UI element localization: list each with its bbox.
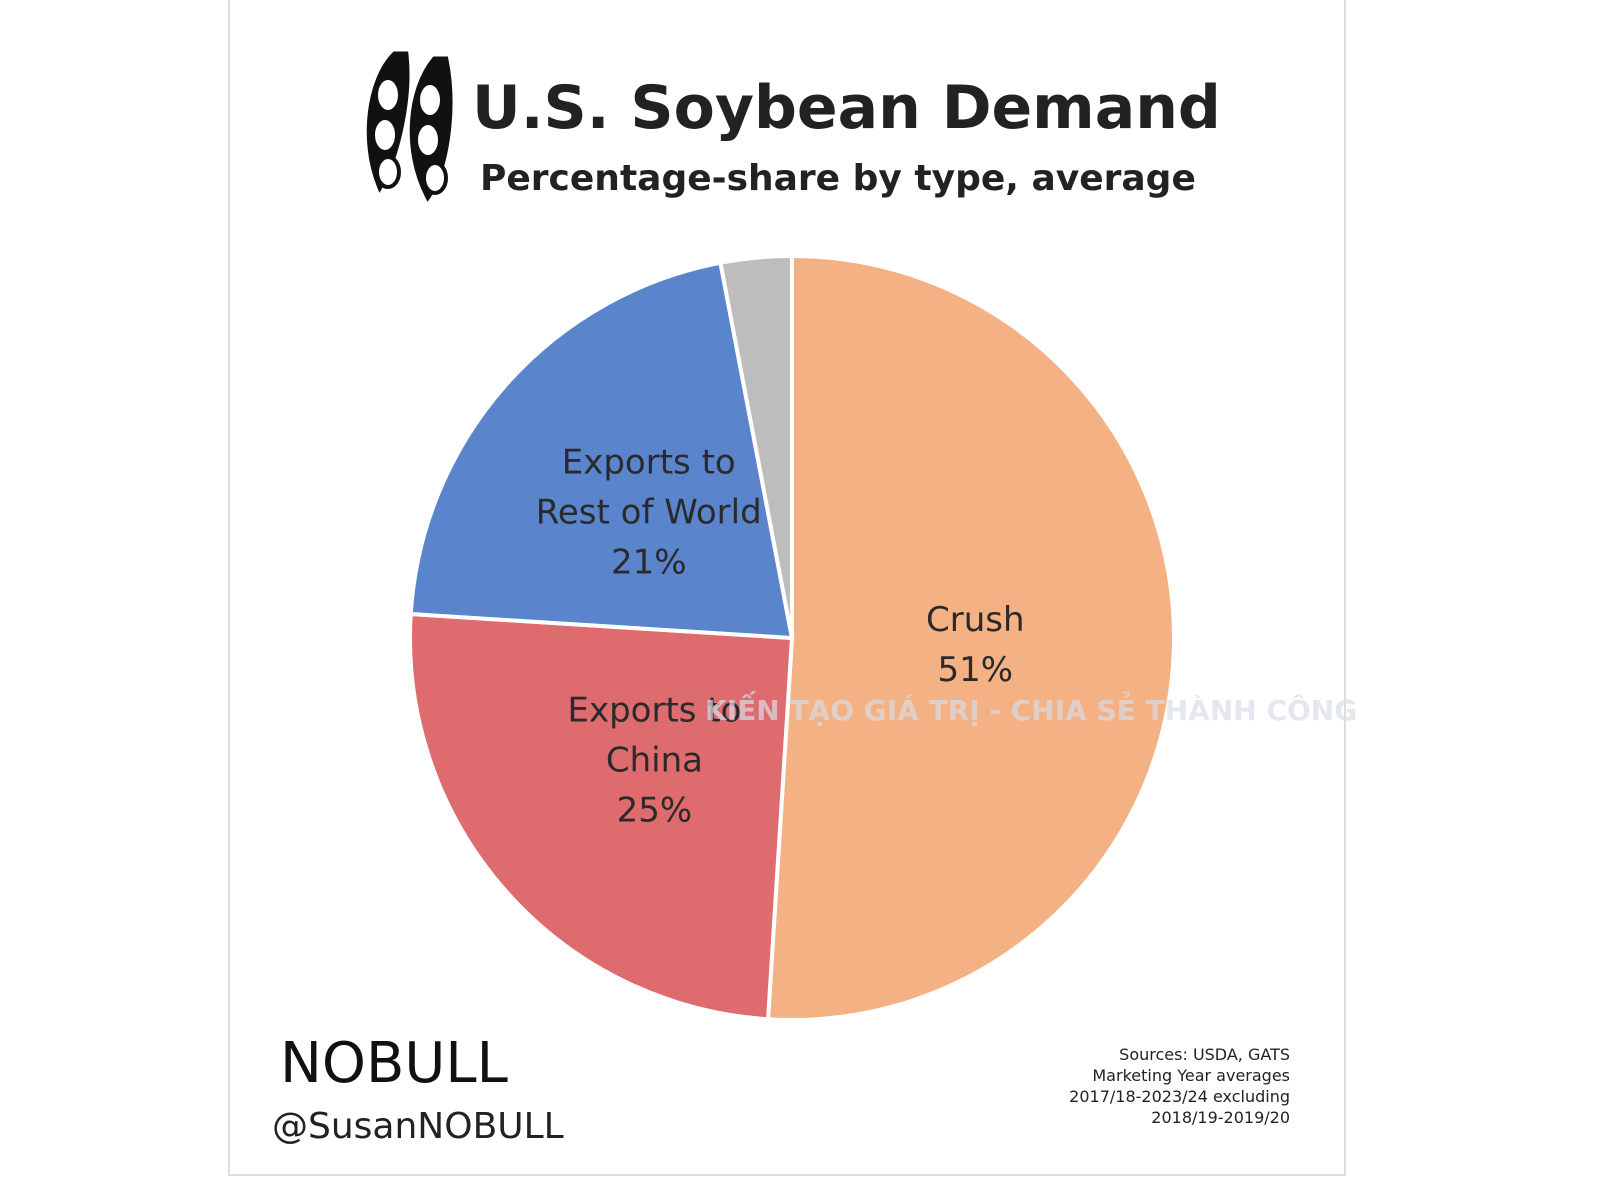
pie-slice-crush xyxy=(765,253,1176,1022)
slice-label: Rest of World xyxy=(536,493,762,533)
brand-handle: @SusanNOBULL xyxy=(272,1106,564,1147)
nobull-logo: NOBULL xyxy=(280,1031,508,1096)
slice-percent-label: 21% xyxy=(611,543,687,583)
chart-subtitle: Percentage-share by type, average xyxy=(480,158,1196,199)
slice-percent-label: 25% xyxy=(617,790,693,830)
source-line: 2017/18-2023/24 excluding xyxy=(1069,1087,1290,1106)
slice-label: Crush xyxy=(926,600,1025,640)
soybean-pods-icon xyxy=(366,51,453,202)
pie-slice-other xyxy=(718,253,794,639)
svg-text:KIẾN TẠO GIÁ TRỊ - CHIA SẺ THÀ: KIẾN TẠO GIÁ TRỊ - CHIA SẺ THÀNH CÔNG xyxy=(705,690,1357,727)
chart-title: U.S. Soybean Demand xyxy=(472,73,1221,143)
source-line: Marketing Year averages xyxy=(1092,1066,1290,1085)
slice-label: Exports to xyxy=(567,690,741,730)
slice-percent-label: 51% xyxy=(937,650,1013,690)
brand-name: NOBULL xyxy=(280,1031,508,1096)
slice-label: Exports to xyxy=(562,443,736,483)
source-line: 2018/19-2019/20 xyxy=(1151,1108,1290,1127)
source-line: Sources: USDA, GATS xyxy=(1119,1045,1290,1064)
watermark: KIẾN TẠO GIÁ TRỊ - CHIA SẺ THÀNH CÔNG xyxy=(705,690,1357,727)
slice-label: China xyxy=(606,740,703,780)
pie-slice-exports-to-china xyxy=(408,611,795,1022)
sources-note: Sources: USDA, GATS Marketing Year averag… xyxy=(1069,1045,1290,1127)
pie-slice-exports-to-rest-of-world xyxy=(408,260,795,641)
